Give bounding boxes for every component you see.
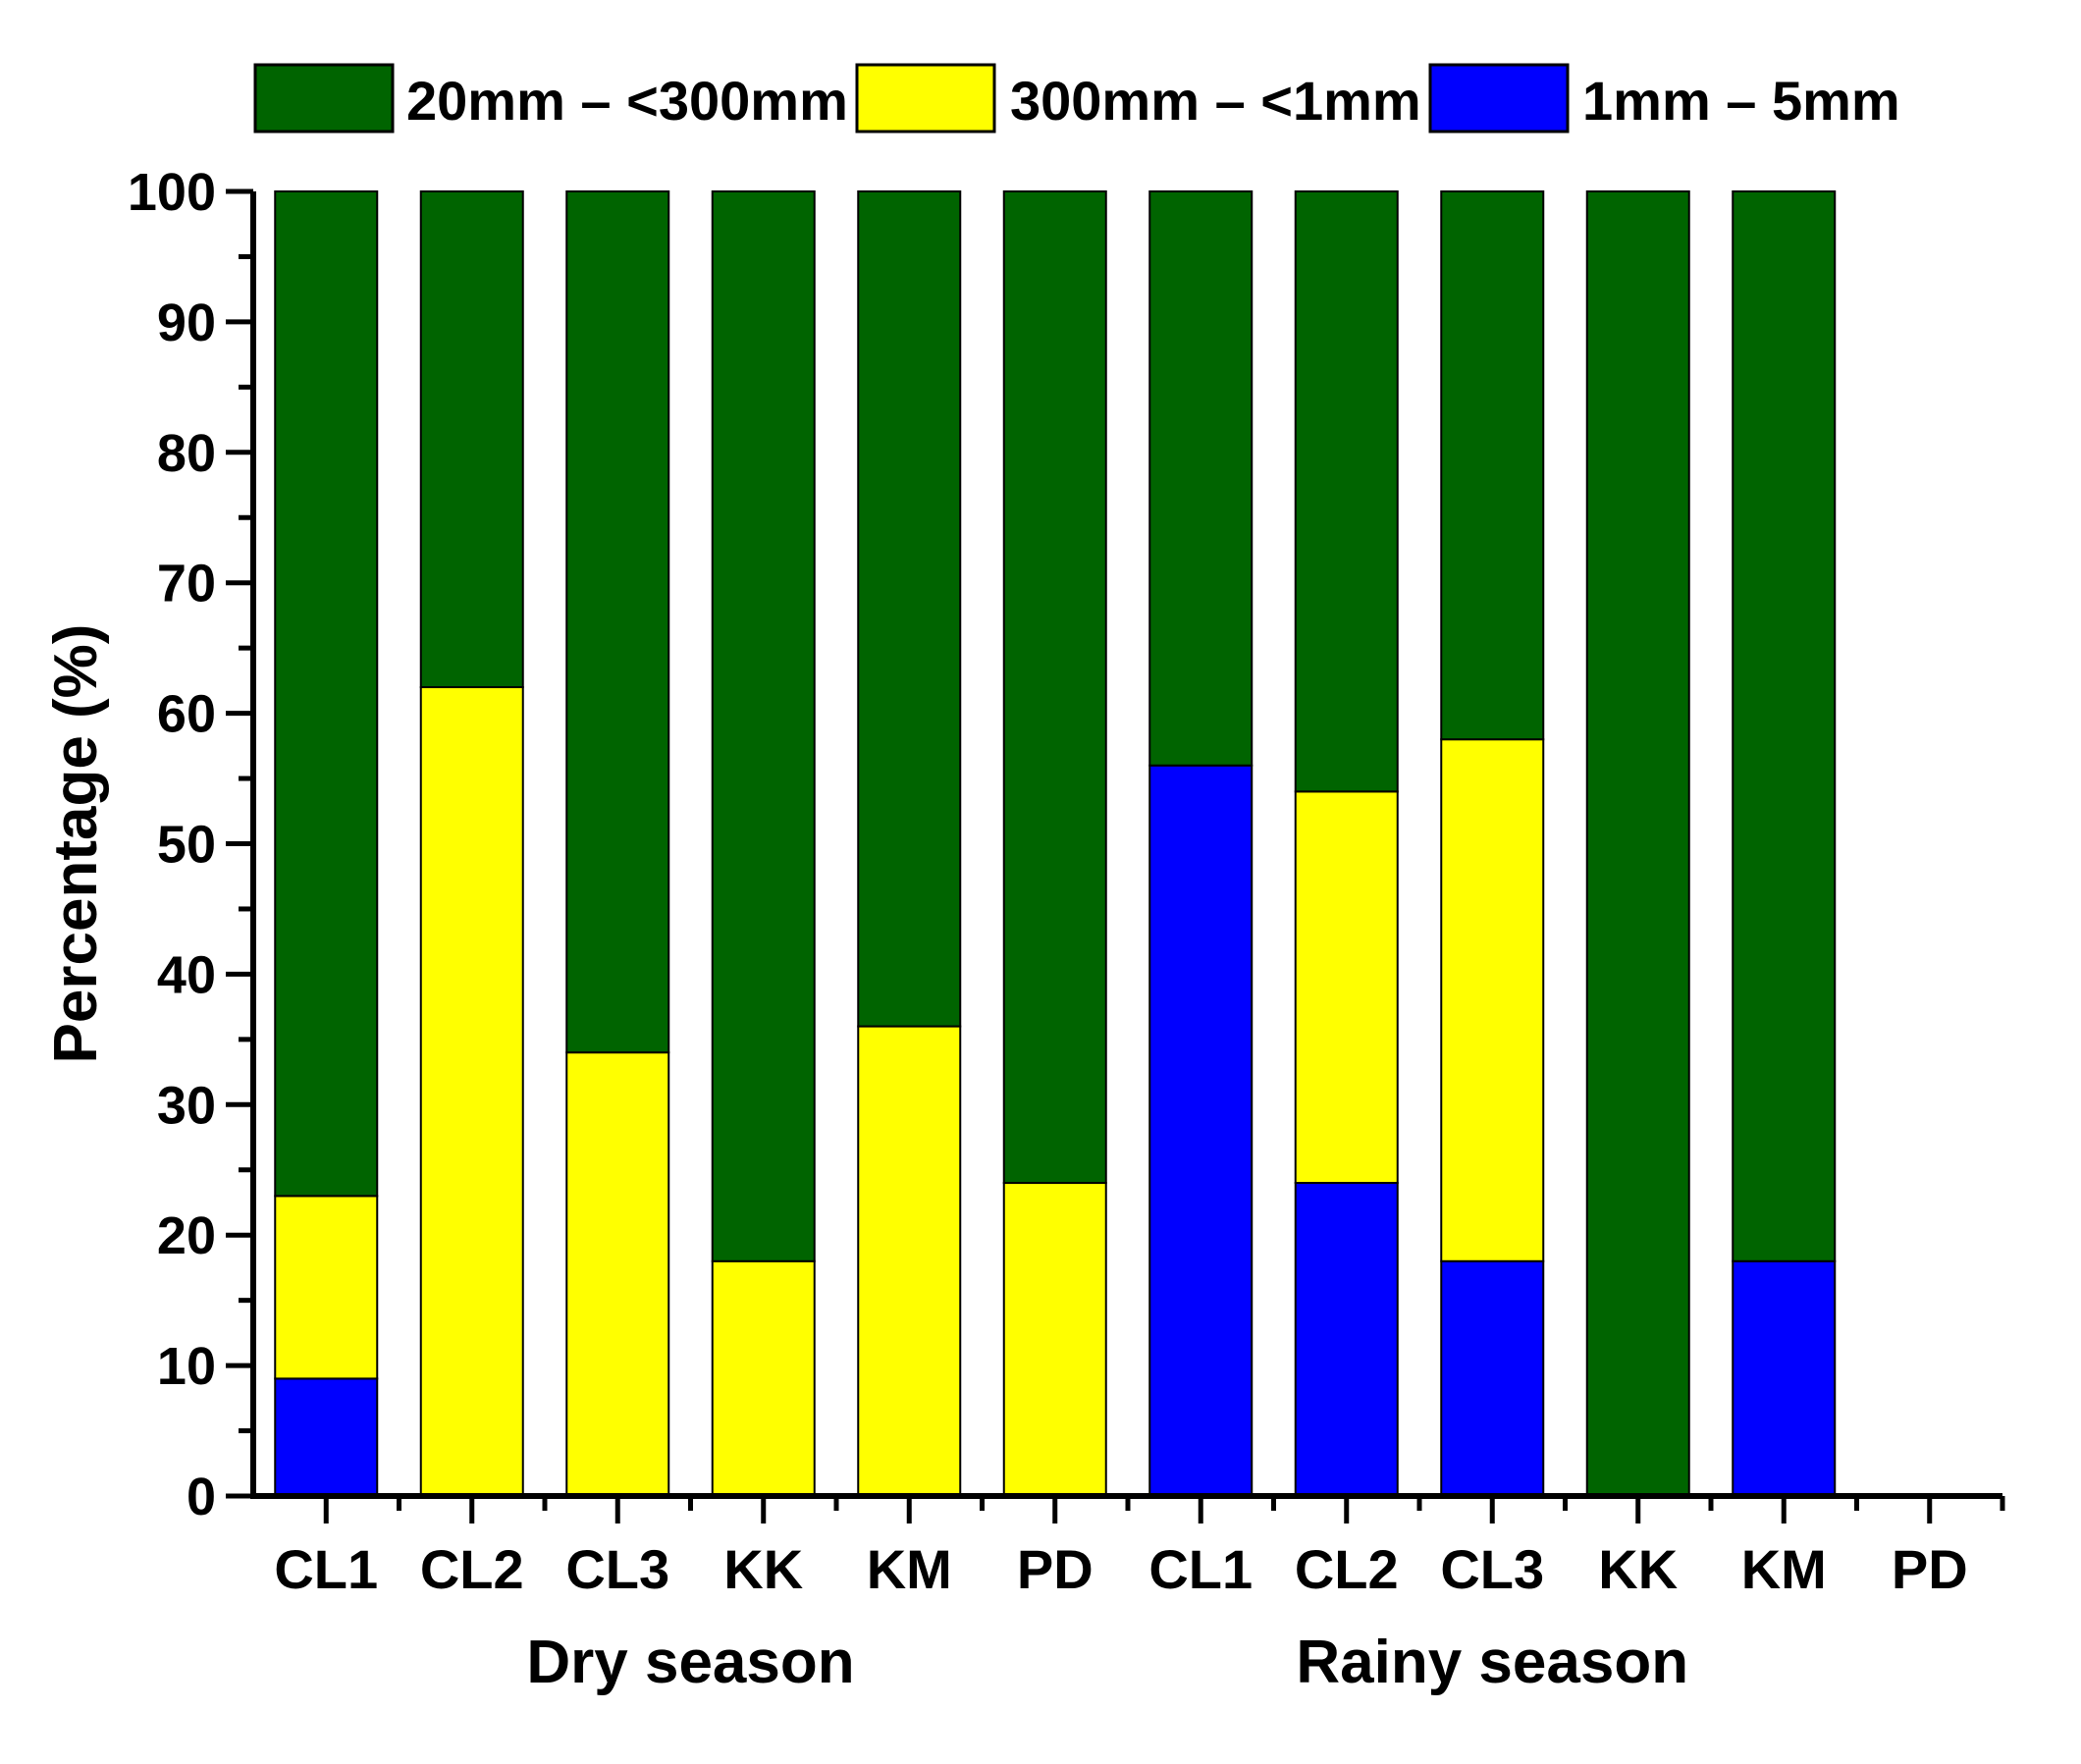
bar-segment-cl1-0-series-0 — [274, 1377, 379, 1498]
bar-segment-km-10-series-0 — [1732, 1259, 1837, 1498]
x-category-label: CL3 — [1440, 1538, 1544, 1600]
bar-segment-cl1-0-series-1 — [274, 1195, 379, 1380]
y-tick-label: 20 — [157, 1206, 216, 1265]
x-category-label: KK — [723, 1538, 803, 1600]
legend-label-1: 300mm – <1mm — [1010, 70, 1421, 132]
bar-segment-cl3-8-series-1 — [1440, 738, 1545, 1262]
bar-segment-cl3-8-series-0 — [1440, 1259, 1545, 1498]
y-tick-label: 90 — [157, 294, 216, 352]
legend-swatch-1 — [855, 63, 996, 134]
legend-label-2: 1mm – 5mm — [1582, 70, 1900, 132]
bar-segment-cl3-2-series-2 — [565, 190, 670, 1054]
y-tick-label: 70 — [157, 555, 216, 614]
y-tick-label: 40 — [157, 945, 216, 1004]
x-category-label: CL2 — [1295, 1538, 1399, 1600]
axes — [226, 188, 2005, 1523]
x-category-label: CL1 — [1148, 1538, 1253, 1600]
y-tick-label: 10 — [157, 1337, 216, 1396]
y-tick-label: 50 — [157, 816, 216, 875]
bar-segment-pd-5-series-1 — [1002, 1182, 1107, 1498]
bar-segment-cl1-6-series-2 — [1148, 190, 1254, 767]
bar-segment-cl3-8-series-2 — [1440, 190, 1545, 741]
bar-segment-cl2-1-series-1 — [419, 686, 524, 1497]
x-category-label: CL1 — [274, 1538, 378, 1600]
y-tick-label: 0 — [187, 1468, 216, 1526]
bar-segment-cl3-2-series-1 — [565, 1051, 670, 1497]
y-tick-label: 30 — [157, 1076, 216, 1135]
y-axis-title: Percentage (%) — [42, 624, 110, 1064]
x-category-label: CL3 — [565, 1538, 669, 1600]
labels: 0 10 20 30 40 50 60 70 80 90 100 CL1 CL2 CL3 KK KM PD CL1… — [42, 163, 1968, 1696]
x-category-label: KK — [1598, 1538, 1678, 1600]
bar-segment-km-10-series-2 — [1732, 190, 1837, 1262]
bar-segment-cl2-7-series-2 — [1294, 190, 1399, 793]
bar-segment-kk-3-series-2 — [711, 190, 816, 1262]
bar-segment-cl1-6-series-0 — [1148, 764, 1254, 1497]
x-category-label: KM — [867, 1538, 952, 1600]
bar-segment-cl2-7-series-0 — [1294, 1182, 1399, 1498]
y-tick-label: 100 — [128, 163, 216, 222]
legend-swatch-0 — [253, 63, 395, 134]
y-tick-label: 60 — [157, 685, 216, 744]
x-category-label: PD — [1892, 1538, 1968, 1600]
legend-swatch-2 — [1428, 63, 1570, 134]
bar-segment-cl2-7-series-1 — [1294, 790, 1399, 1185]
legend-label-0: 20mm – <300mm — [406, 70, 848, 132]
bars — [274, 190, 1837, 1498]
bar-segment-cl1-0-series-2 — [274, 190, 379, 1198]
bar-segment-pd-5-series-2 — [1002, 190, 1107, 1185]
bar-segment-km-4-series-1 — [857, 1025, 962, 1498]
x-category-label: PD — [1017, 1538, 1094, 1600]
bar-segment-kk-9-series-2 — [1585, 190, 1690, 1497]
bar-segment-km-4-series-2 — [857, 190, 962, 1028]
x-category-label: CL2 — [420, 1538, 524, 1600]
bar-segment-cl2-1-series-2 — [419, 190, 524, 689]
x-category-label: KM — [1741, 1538, 1827, 1600]
group-label-0: Dry season — [526, 1629, 854, 1696]
y-tick-label: 80 — [157, 424, 216, 483]
group-label-1: Rainy season — [1296, 1629, 1688, 1696]
bar-segment-kk-3-series-1 — [711, 1259, 816, 1498]
legend: 20mm – <300mm 300mm – <1mm 1mm – 5mm — [253, 63, 1900, 134]
